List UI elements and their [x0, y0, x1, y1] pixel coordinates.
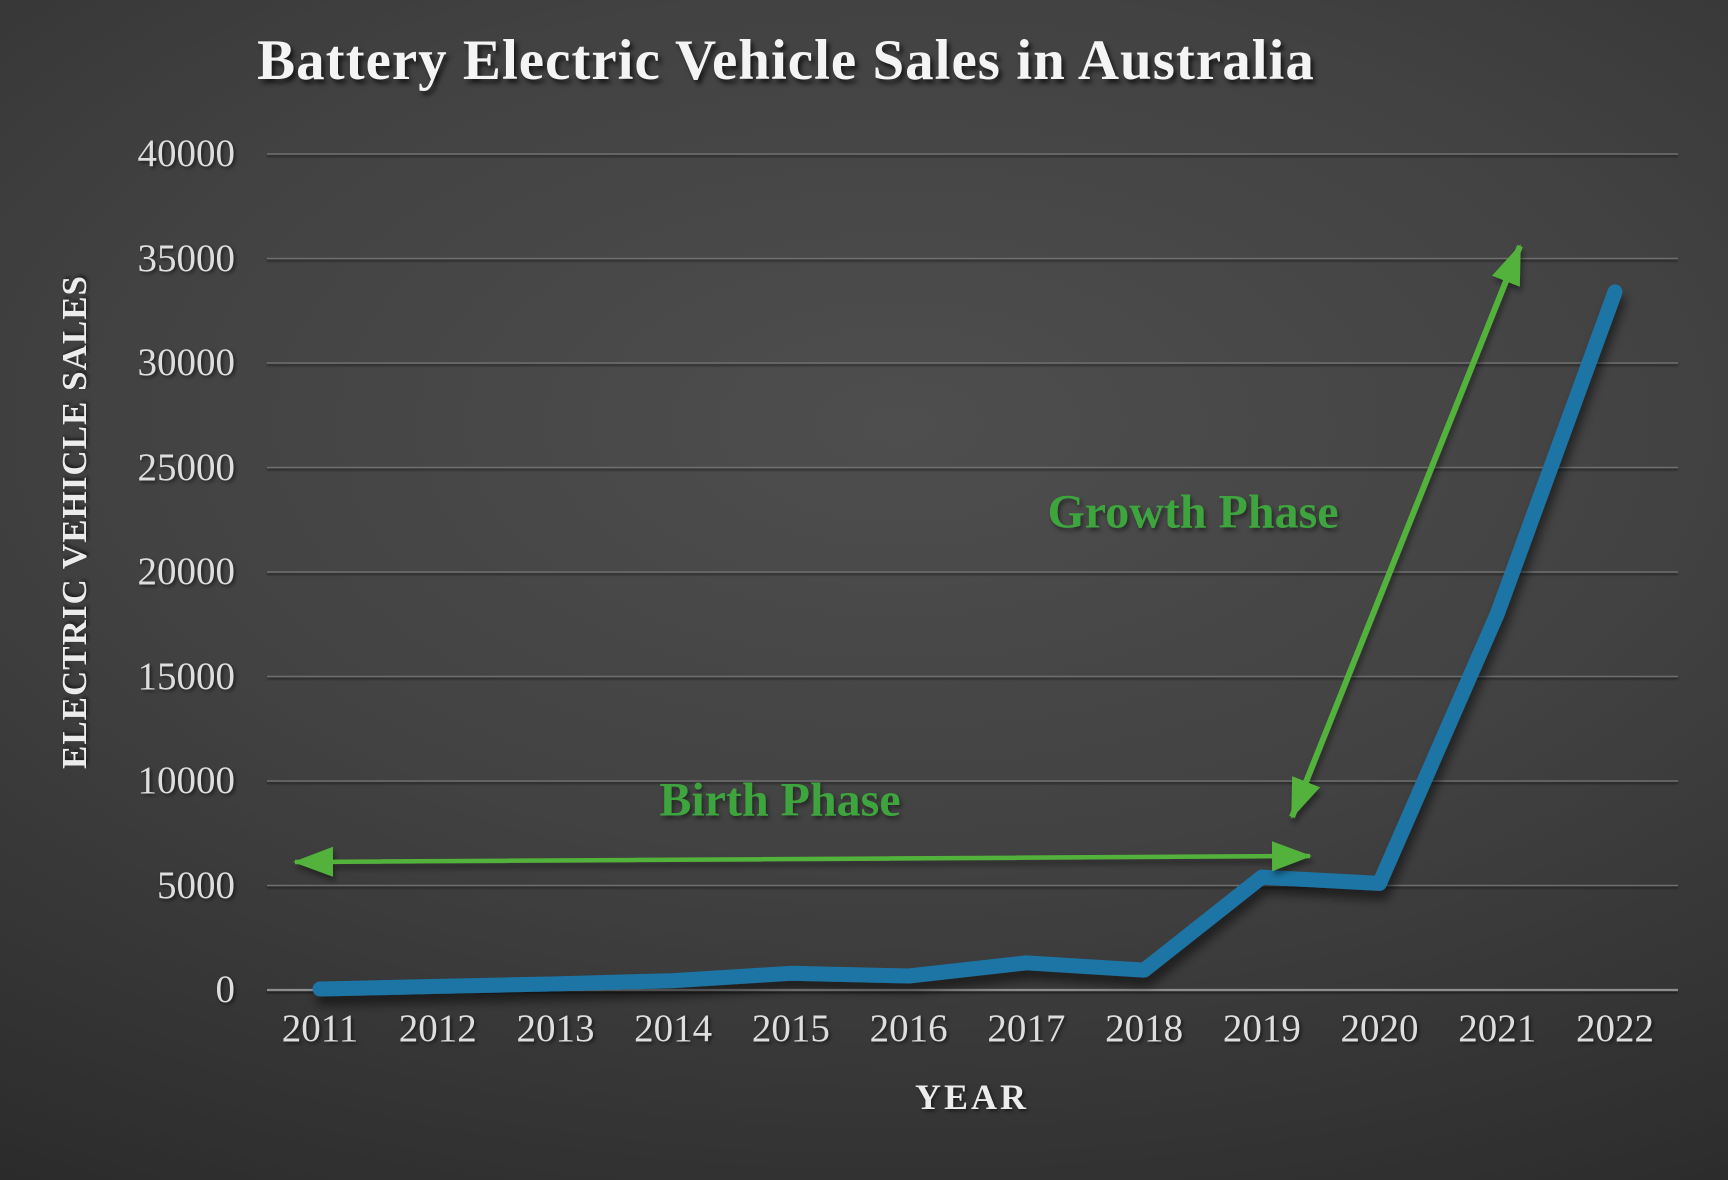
gridlines: [267, 153, 1678, 992]
birth-phase-label: Birth Phase: [659, 773, 901, 827]
chart-title: Battery Electric Vehicle Sales in Austra…: [257, 29, 1315, 92]
phase-arrows: [293, 244, 1523, 877]
birth-phase-arrow: [293, 841, 1312, 877]
growth-phase-label: Growth Phase: [1047, 485, 1339, 539]
growth-phase-arrow: [1289, 244, 1523, 819]
x-axis-title: YEAR: [914, 1077, 1030, 1117]
bev-sales-line: [312, 284, 1623, 997]
